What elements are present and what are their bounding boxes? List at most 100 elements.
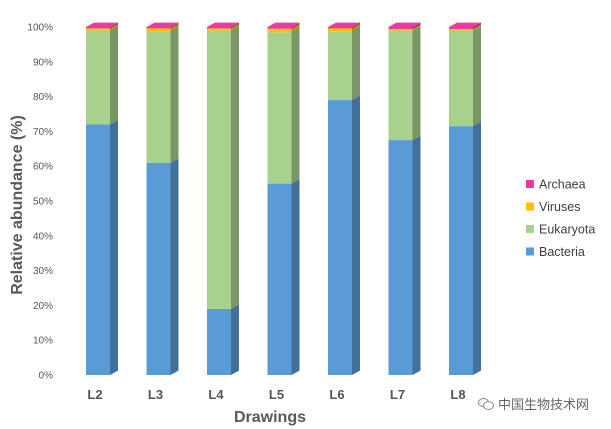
bar-eukaryota-l4 bbox=[207, 30, 231, 309]
x-axis-title: Drawings bbox=[234, 409, 306, 426]
legend-label-viruses: Viruses bbox=[539, 200, 580, 214]
bar-archaea-l5-side bbox=[291, 22, 300, 29]
legend: Archaea Viruses Eukaryota Bacteria bbox=[526, 178, 595, 259]
x-tick-label: L7 bbox=[390, 387, 405, 402]
bar-viruses-l6 bbox=[328, 28, 352, 32]
bar-eukaryota-l3 bbox=[146, 31, 171, 163]
bar-group-l8 bbox=[449, 22, 481, 376]
bar-group-l7 bbox=[388, 22, 421, 375]
bar-group-l5 bbox=[267, 22, 300, 375]
bar-eukaryota-l2 bbox=[86, 30, 110, 125]
x-tick-label: L5 bbox=[269, 387, 284, 402]
legend-swatch-archaea bbox=[526, 180, 534, 188]
bar-archaea-l7-top bbox=[388, 22, 421, 27]
y-tick-label: 100% bbox=[27, 23, 53, 34]
bar-group-l4 bbox=[207, 22, 239, 375]
bar-archaea-l3 bbox=[146, 27, 171, 29]
bar-archaea-l7-side bbox=[412, 22, 421, 30]
y-tick-label: 50% bbox=[33, 197, 53, 208]
bar-eukaryota-l6-side bbox=[352, 26, 360, 101]
legend-swatch-bacteria bbox=[526, 247, 534, 256]
bar-group-l6 bbox=[328, 22, 360, 376]
bar-archaea-l8-side bbox=[473, 22, 481, 30]
bar-bacteria-l6 bbox=[328, 100, 352, 375]
bar-bacteria-l4-side bbox=[231, 304, 239, 375]
bar-viruses-l8-side bbox=[473, 24, 481, 31]
bar-bacteria-l6-side bbox=[352, 95, 360, 376]
y-tick-label: 70% bbox=[33, 127, 53, 138]
y-tick-label: 80% bbox=[33, 92, 53, 103]
bar-bacteria-l2 bbox=[86, 124, 110, 375]
bar-bacteria-l5 bbox=[267, 183, 292, 375]
bar-viruses-l2 bbox=[86, 28, 110, 31]
bar-eukaryota-l6 bbox=[328, 31, 352, 101]
x-tick-label: L2 bbox=[87, 387, 102, 402]
bar-eukaryota-l3-side bbox=[170, 26, 179, 163]
bar-bacteria-l3 bbox=[146, 162, 171, 375]
bar-viruses-l4-side bbox=[231, 23, 239, 31]
bar-viruses-l8 bbox=[449, 29, 473, 31]
x-tick-label: L8 bbox=[450, 387, 465, 402]
legend-swatch-eukaryota bbox=[526, 225, 534, 233]
bar-eukaryota-l7 bbox=[388, 30, 413, 141]
bar-bacteria-l7-side bbox=[412, 135, 421, 375]
bar-viruses-l7-side bbox=[412, 24, 421, 31]
bar-bacteria-l4 bbox=[207, 308, 231, 375]
bar-viruses-l7 bbox=[388, 29, 413, 31]
bar-viruses-l3-side bbox=[170, 23, 179, 32]
bar-eukaryota-l5 bbox=[267, 32, 292, 184]
bar-viruses-l4 bbox=[207, 28, 231, 31]
bar-eukaryota-l2-side bbox=[110, 26, 118, 125]
x-axis: L2 L3 L4 L5 L6 L7 L8 bbox=[87, 387, 465, 402]
bar-eukaryota-l8-side bbox=[473, 26, 481, 127]
y-tick-label: 10% bbox=[33, 336, 53, 347]
bar-eukaryota-l4-side bbox=[231, 26, 239, 309]
legend-swatch-viruses bbox=[526, 202, 534, 211]
bar-eukaryota-l7-side bbox=[412, 26, 421, 141]
legend-label-bacteria: Bacteria bbox=[539, 245, 585, 259]
x-tick-label: L3 bbox=[148, 387, 163, 402]
bar-archaea-l5 bbox=[267, 27, 292, 29]
bar-archaea-l2-top bbox=[86, 22, 118, 27]
bar-bacteria-l2-side bbox=[110, 120, 118, 375]
bar-group-l2 bbox=[86, 22, 118, 375]
y-tick-label: 40% bbox=[33, 231, 53, 242]
bar-viruses-l3 bbox=[146, 28, 171, 32]
bar-viruses-l5-side bbox=[291, 24, 300, 33]
bar-archaea-l6-side bbox=[352, 22, 360, 29]
y-tick-label: 30% bbox=[33, 266, 53, 277]
y-tick-label: 90% bbox=[33, 57, 53, 68]
bar-archaea-l8-top bbox=[449, 22, 481, 27]
bar-bacteria-l8-side bbox=[473, 121, 481, 375]
y-tick-label: 60% bbox=[33, 162, 53, 173]
watermark-text: 中国生物技术网 bbox=[498, 397, 590, 412]
bar-bacteria-l5-side bbox=[291, 179, 300, 375]
bar-bacteria-l7 bbox=[388, 140, 413, 375]
y-axis-title: Relative abundance (%) bbox=[9, 115, 26, 295]
bar-eukaryota-l5-side bbox=[291, 27, 300, 184]
x-tick-label: L4 bbox=[208, 387, 224, 402]
legend-label-archaea: Archaea bbox=[539, 178, 586, 192]
bar-archaea-l2 bbox=[86, 27, 110, 29]
bar-bacteria-l8 bbox=[449, 126, 473, 376]
bar-archaea-l8 bbox=[449, 27, 473, 30]
bar-archaea-l4-top bbox=[207, 22, 239, 27]
x-tick-label: L6 bbox=[329, 387, 344, 402]
bar-viruses-l6-side bbox=[352, 23, 360, 32]
bar-eukaryota-l8 bbox=[449, 30, 473, 127]
bar-archaea-l6 bbox=[328, 27, 352, 29]
watermark: 中国生物技术网 bbox=[478, 394, 589, 413]
y-axis: 0% 10% 20% 30% 40% 50% 60% 70% 80% 90% 100% bbox=[27, 23, 53, 382]
bar-group-l3 bbox=[146, 22, 179, 375]
y-tick-label: 20% bbox=[33, 301, 53, 312]
bar-archaea-l3-top bbox=[146, 22, 179, 27]
bar-archaea-l4-side bbox=[231, 22, 239, 29]
bar-archaea-l3-side bbox=[170, 22, 179, 29]
bar-archaea-l2-side bbox=[110, 22, 118, 29]
bar-viruses-l2-side bbox=[110, 23, 118, 31]
bar-archaea-l5-top bbox=[267, 22, 300, 27]
plot-area bbox=[86, 22, 481, 376]
bar-archaea-l4 bbox=[207, 27, 231, 29]
bar-bacteria-l3-side bbox=[170, 158, 179, 375]
